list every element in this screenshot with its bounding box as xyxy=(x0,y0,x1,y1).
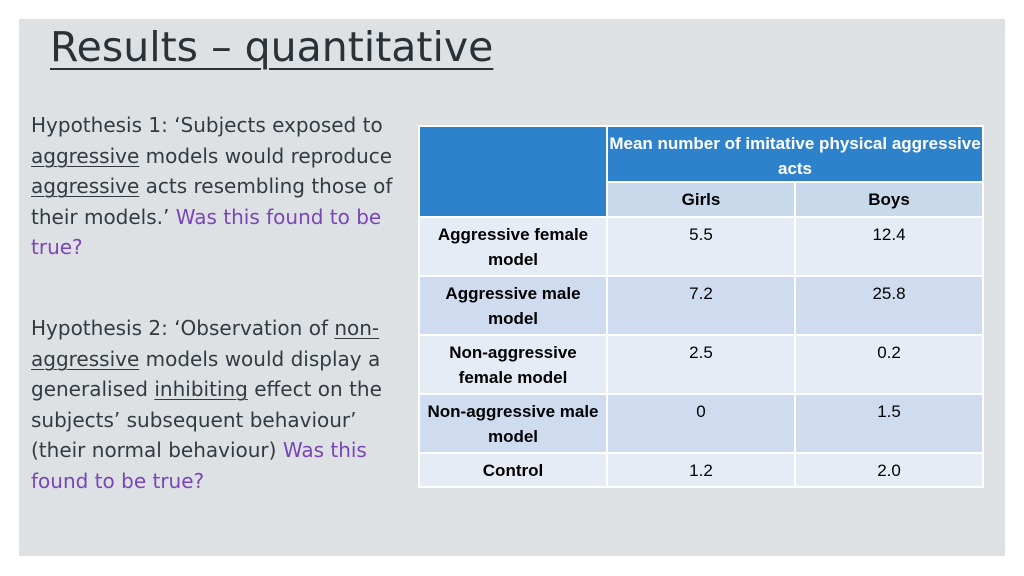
hypothesis-1-text: Hypothesis 1: ‘Subjects exposed to aggre… xyxy=(31,110,401,263)
hypothesis-1-underlined-1: aggressive xyxy=(31,143,140,168)
table-subheader-row: Girls Boys xyxy=(419,181,985,218)
row-label: Non-aggressive male model xyxy=(418,393,608,454)
cell-boys: 25.8 xyxy=(793,275,985,336)
row-label: Aggressive male model xyxy=(418,275,608,336)
table-header-row: Mean number of imitative physical aggres… xyxy=(418,125,985,218)
row-label: Aggressive female model xyxy=(418,216,608,277)
table-main-header: Mean number of imitative physical aggres… xyxy=(605,125,985,183)
hypothesis-2-underlined-2: inhibiting xyxy=(154,377,248,401)
table-row: Aggressive female model 5.5 12.4 xyxy=(418,216,985,277)
column-header-girls: Girls xyxy=(606,181,796,218)
hypothesis-1-part-2: models would reproduce xyxy=(139,143,393,168)
hypothesis-2-part-3: effect on the subjects’ subsequent behav… xyxy=(31,377,382,462)
hypothesis-1-part-3: acts resembling those of their models.’ xyxy=(31,174,393,229)
cell-girls: 0 xyxy=(606,393,796,454)
hypothesis-1-underlined-2: aggressive xyxy=(31,174,140,198)
hypothesis-2-underlined-1: non-aggressive xyxy=(31,316,380,371)
cell-girls: 7.2 xyxy=(606,275,796,336)
hypothesis-2-text: Hypothesis 2: ‘Observation of non-aggres… xyxy=(31,313,401,496)
hypothesis-2-part-1: Hypothesis 2: ‘Observation of xyxy=(31,316,335,340)
slide-title: Results – quantitative xyxy=(50,23,494,71)
hypothesis-2-question: Was this found to be true? xyxy=(31,438,367,493)
table-row: Non-aggressive female model 2.5 0.2 xyxy=(418,334,985,395)
table-row: Control 1.2 2.0 xyxy=(418,452,985,488)
hypothesis-2-part-2: models would display a generalised xyxy=(31,346,381,402)
table-row: Non-aggressive male model 0 1.5 xyxy=(418,393,985,454)
table-row: Aggressive male model 7.2 25.8 xyxy=(418,275,985,336)
cell-boys: 12.4 xyxy=(793,216,985,277)
hypothesis-1-question: Was this found to be true? xyxy=(31,204,382,260)
cell-boys: 2.0 xyxy=(793,452,985,488)
cell-boys: 1.5 xyxy=(793,393,985,454)
cell-girls: 2.5 xyxy=(606,334,796,395)
cell-girls: 1.2 xyxy=(606,452,796,488)
cell-boys: 0.2 xyxy=(793,334,985,395)
hypothesis-1-part-1: Hypothesis 1: ‘Subjects exposed to xyxy=(31,113,383,137)
table-corner-cell xyxy=(418,125,608,218)
cell-girls: 5.5 xyxy=(606,216,796,277)
column-header-boys: Boys xyxy=(793,181,985,218)
row-label: Non-aggressive female model xyxy=(418,334,608,395)
row-label: Control xyxy=(418,452,608,488)
results-table: Mean number of imitative physical aggres… xyxy=(418,125,985,488)
